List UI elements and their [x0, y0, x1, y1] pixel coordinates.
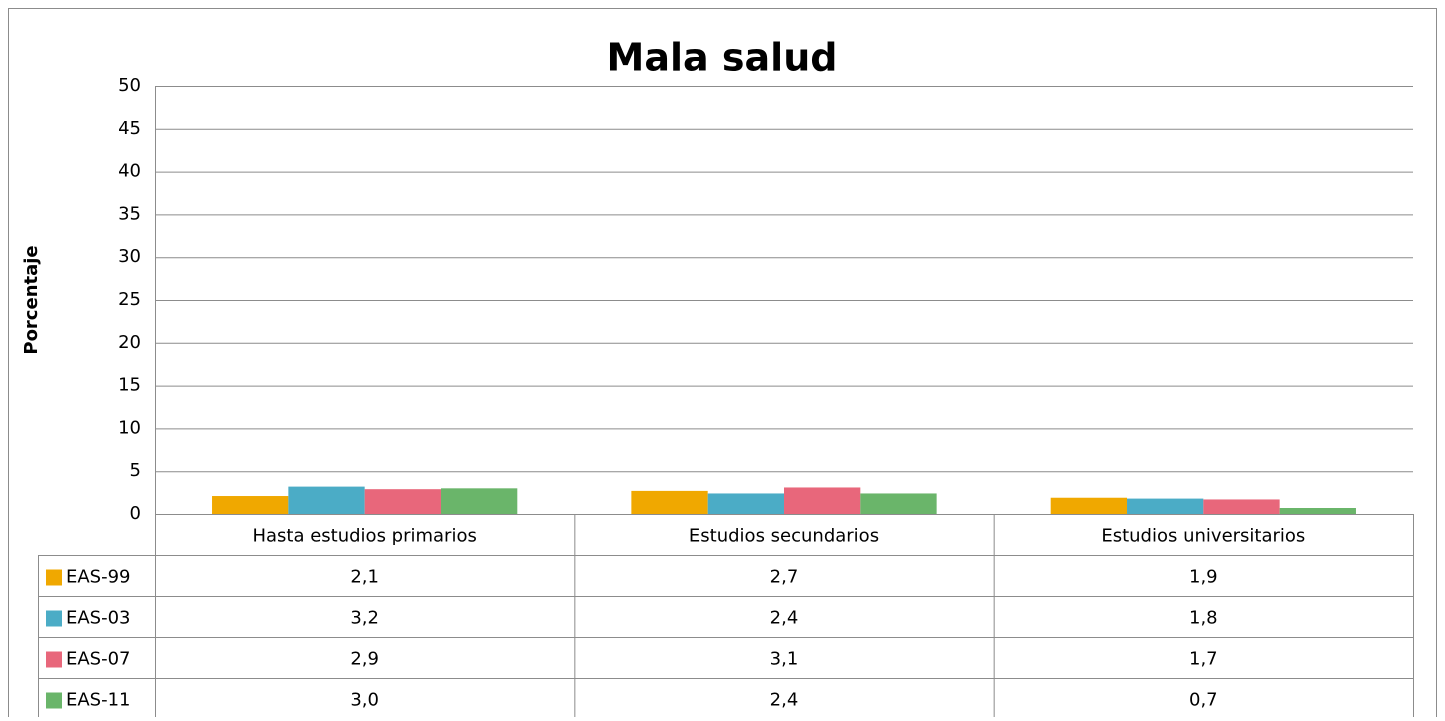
x-tick-label: Hasta estudios primarios — [252, 526, 476, 547]
legend-swatch — [46, 692, 62, 709]
table-value: 3,0 — [350, 690, 379, 711]
legend-label: EAS-07 — [66, 649, 131, 670]
bar — [1279, 508, 1356, 514]
table-value: 2,4 — [770, 690, 799, 711]
table-value: 2,1 — [350, 567, 379, 588]
table-value: 3,2 — [350, 608, 379, 629]
legend-label: EAS-99 — [66, 567, 131, 588]
y-tick-label: 40 — [118, 161, 141, 182]
bar — [1203, 499, 1280, 514]
legend-label: EAS-03 — [66, 608, 131, 629]
x-tick-label: Estudios secundarios — [689, 526, 879, 547]
y-tick-label: 25 — [118, 289, 141, 310]
bar — [1127, 498, 1204, 514]
bar — [440, 488, 518, 514]
table-value: 2,9 — [350, 649, 379, 670]
bar — [288, 486, 365, 514]
y-tick-label: 50 — [118, 75, 141, 96]
y-tick-label: 10 — [118, 417, 141, 438]
table-value: 0,7 — [1189, 690, 1218, 711]
y-axis-label: Porcentaje — [21, 245, 42, 354]
y-tick-label: 15 — [118, 375, 141, 396]
y-tick-label: 5 — [130, 460, 141, 481]
y-tick-label: 20 — [118, 332, 141, 353]
bar — [707, 493, 784, 514]
table-value: 1,7 — [1189, 649, 1218, 670]
bar — [860, 493, 937, 514]
y-tick-label: 45 — [118, 118, 141, 139]
x-tick-label: Estudios universitarios — [1101, 526, 1305, 547]
chart-title: Mala salud — [607, 36, 838, 80]
table-value: 1,9 — [1189, 567, 1218, 588]
bar — [1050, 497, 1128, 514]
legend-swatch — [46, 569, 62, 586]
bar — [784, 487, 861, 514]
y-tick-label: 0 — [130, 503, 141, 524]
bar — [364, 489, 441, 514]
table-value: 2,4 — [770, 608, 799, 629]
bar — [631, 490, 708, 514]
bar — [212, 496, 289, 514]
y-tick-label: 35 — [118, 203, 141, 224]
y-tick-label: 30 — [118, 246, 141, 267]
legend-label: EAS-11 — [66, 690, 131, 711]
legend-swatch — [46, 610, 62, 627]
chart-border — [8, 8, 1437, 721]
table-value: 2,7 — [770, 567, 799, 588]
table-value: 3,1 — [770, 649, 799, 670]
legend-swatch — [46, 651, 62, 668]
table-value: 1,8 — [1189, 608, 1218, 629]
